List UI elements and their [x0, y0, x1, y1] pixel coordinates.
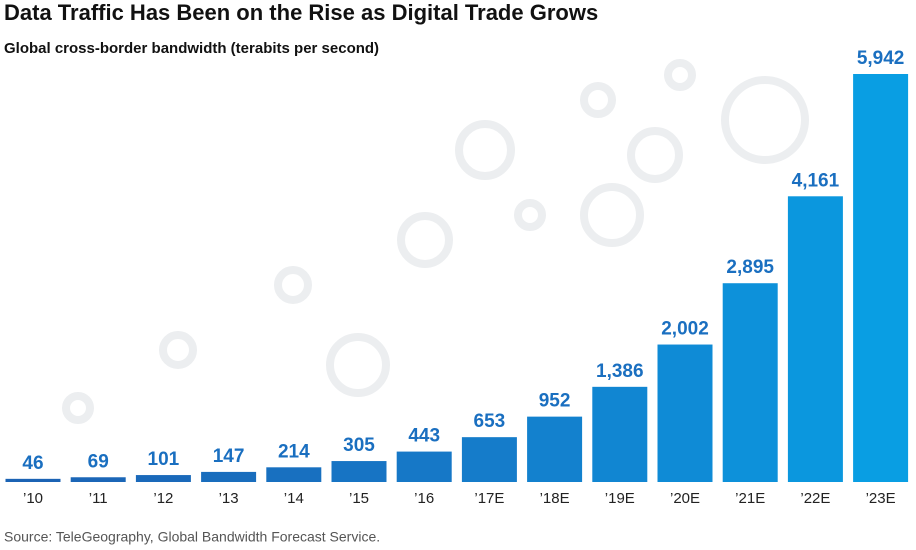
value-label: 214	[278, 441, 310, 462]
x-tick-label: ’14	[284, 490, 304, 507]
value-label: 46	[22, 453, 43, 474]
x-tick-label: ’16	[414, 490, 434, 507]
decoration	[62, 59, 809, 424]
value-label: 5,942	[857, 48, 905, 69]
bar	[331, 461, 387, 482]
bar	[396, 451, 452, 482]
bar	[70, 477, 126, 482]
value-label: 952	[539, 391, 571, 412]
bar	[722, 283, 778, 482]
value-label: 2,002	[661, 319, 709, 340]
bar	[592, 386, 648, 482]
value-label: 2,895	[726, 257, 774, 278]
value-label: 443	[408, 426, 440, 447]
value-label: 305	[343, 435, 375, 456]
bar	[461, 437, 517, 482]
x-tick-label: ’22E	[800, 490, 830, 507]
chart-subtitle: Global cross-border bandwidth (terabits …	[4, 40, 379, 57]
x-tick-label: ’18E	[540, 490, 570, 507]
x-tick-label: ’21E	[735, 490, 765, 507]
x-tick-label: ’13	[219, 490, 239, 507]
value-label: 147	[213, 446, 245, 467]
source: Source: TeleGeography, Global Bandwidth …	[4, 529, 380, 545]
bar	[5, 478, 61, 482]
chart-title: Data Traffic Has Been on the Rise as Dig…	[4, 0, 598, 25]
x-tick-label: ’12	[153, 490, 173, 507]
bar	[787, 196, 843, 482]
bar	[853, 74, 909, 482]
x-tick-label: ’23E	[866, 490, 896, 507]
x-tick-label: ’11	[89, 490, 108, 507]
value-label: 69	[88, 451, 109, 472]
x-tick-label: ’19E	[605, 490, 635, 507]
x-tick-label: ’10	[23, 490, 43, 507]
bar	[657, 344, 713, 482]
value-label: 653	[474, 411, 506, 432]
bar	[135, 475, 191, 482]
bar	[266, 467, 322, 482]
value-label: 101	[148, 449, 180, 470]
x-tick-label: ’20E	[670, 490, 700, 507]
value-label: 4,161	[792, 170, 840, 191]
x-tick-label: ’17E	[474, 490, 504, 507]
x-tick-label: ’15	[349, 490, 369, 507]
value-label: 1,386	[596, 361, 644, 382]
bar	[201, 471, 257, 482]
bar	[527, 416, 583, 482]
